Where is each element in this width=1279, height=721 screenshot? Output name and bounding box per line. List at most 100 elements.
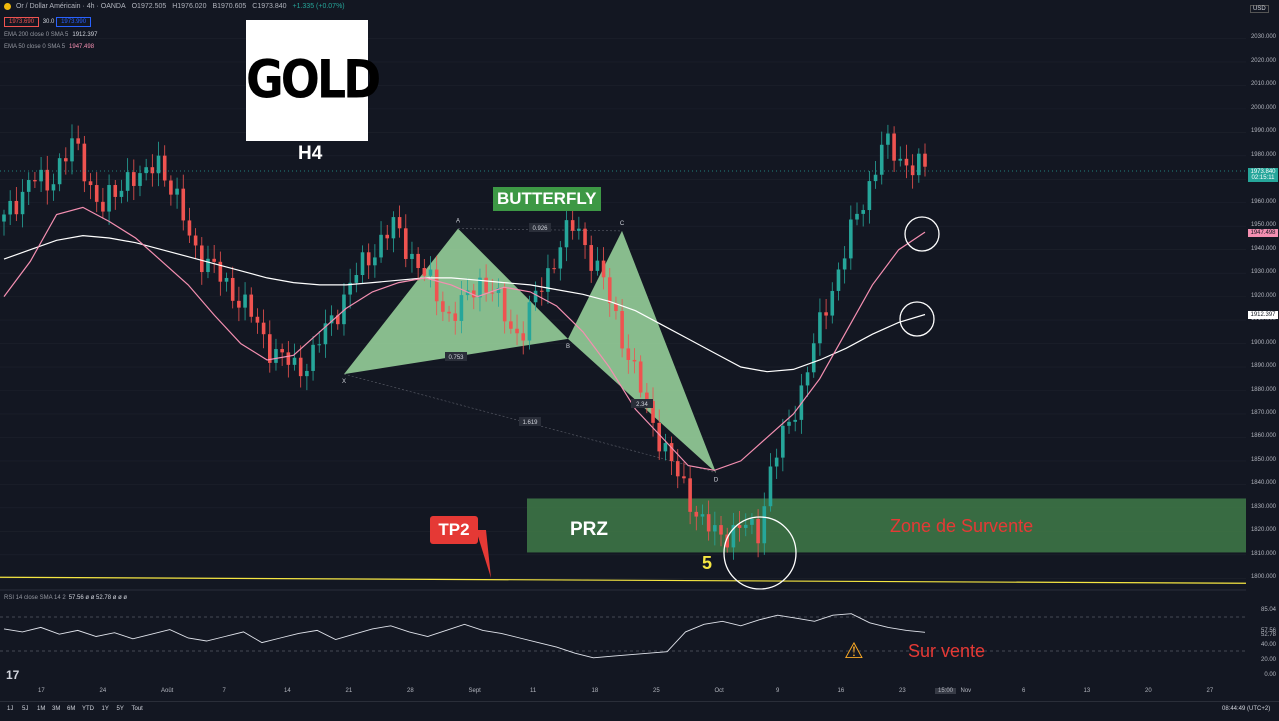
last-price-value: 1973.840 — [1250, 169, 1276, 175]
candle-body — [917, 153, 921, 176]
candle-body — [385, 234, 390, 239]
price-tick: 1870.000 — [1250, 409, 1276, 416]
range-button[interactable]: YTD — [82, 706, 94, 712]
range-button[interactable]: 1M — [37, 706, 46, 712]
range-button[interactable]: 3M — [52, 706, 61, 712]
range-button[interactable]: 6M — [67, 706, 76, 712]
candle-body — [311, 344, 315, 371]
time-tick: Nov — [960, 688, 972, 694]
warning-icon: ⚠ — [844, 638, 864, 663]
candle-body — [910, 165, 915, 176]
ema50-price-label: 1947.498 — [1248, 229, 1278, 237]
price-tick: 1890.000 — [1250, 363, 1276, 370]
pattern-bcd — [568, 230, 716, 473]
rsi-legend-label: RSI 14 close SMA 14 2 — [4, 595, 66, 601]
price-tick: 1820.000 — [1250, 527, 1276, 534]
candle-body — [88, 181, 93, 186]
rsi-tick: 0.00 — [1264, 672, 1276, 678]
time-tick: Oct — [714, 688, 724, 694]
candle-body — [471, 290, 476, 298]
candle-body — [181, 188, 186, 221]
tp2-label: TP2 — [430, 516, 478, 544]
price-tick: 1910.000 — [1250, 316, 1276, 323]
clock: 08:44:49 (UTC+2) — [1222, 706, 1271, 712]
candle-body — [39, 169, 43, 182]
candle-body — [855, 213, 859, 220]
candle-body — [64, 158, 68, 162]
price-tick: 1930.000 — [1250, 269, 1276, 276]
currency-selector[interactable]: USD — [1250, 5, 1269, 13]
candle-body — [756, 518, 760, 544]
price-tick: 1960.000 — [1250, 198, 1276, 205]
candle-body — [490, 292, 495, 294]
range-button[interactable]: 1J — [7, 706, 14, 712]
price-tick: 1850.000 — [1250, 456, 1276, 463]
candle-body — [521, 333, 526, 341]
candle-body — [743, 524, 748, 528]
price-tick: 1920.000 — [1250, 292, 1276, 299]
pattern-label: BUTTERFLY — [493, 187, 601, 211]
ohlc-change: +1.335 (+0.07%) — [292, 3, 345, 11]
candle-body — [237, 300, 241, 308]
candle-body — [564, 220, 569, 248]
candle-body — [199, 245, 204, 273]
candle-body — [162, 155, 167, 181]
candle-body — [774, 457, 779, 467]
sell-button[interactable]: 1973.690 — [4, 17, 40, 27]
candle-body — [892, 133, 896, 161]
candle-body — [14, 200, 19, 215]
candle-body — [138, 173, 142, 186]
ema50-circle — [904, 216, 940, 252]
price-tick: 1810.000 — [1250, 550, 1276, 557]
rsi-line — [3, 613, 926, 659]
candle-body — [830, 290, 835, 316]
candle-body — [768, 466, 773, 507]
pattern-point-label: A — [456, 219, 460, 225]
range-button[interactable]: 5J — [22, 706, 29, 712]
candle-body — [101, 201, 105, 212]
candle-body — [428, 269, 433, 276]
range-button[interactable]: 5Y — [116, 706, 124, 712]
candle-body — [737, 525, 742, 528]
pattern-ac — [457, 228, 623, 232]
price-axis[interactable]: 2030.000 2020.000 2010.000 2000.000 1990.000… — [1246, 0, 1279, 720]
oversold-zone-label: Zone de Survente — [890, 516, 1034, 536]
candle-body — [867, 181, 872, 211]
ema50-legend-value: 1947.498 — [69, 44, 95, 50]
ema200-legend-label: EMA 200 close 0 SMA 5 — [4, 32, 69, 38]
time-tick: Sept — [468, 688, 481, 694]
gold-symbol-icon — [4, 3, 11, 10]
candle-body — [904, 158, 909, 166]
candle-body — [33, 180, 37, 182]
price-tick: 1900.000 — [1250, 339, 1276, 346]
candle-body — [570, 220, 575, 231]
candle-body — [335, 315, 340, 325]
time-tick: 11 — [530, 688, 537, 694]
ema200-line — [3, 234, 926, 373]
candle-body — [292, 357, 297, 365]
candle-body — [175, 188, 179, 195]
symbol-title[interactable]: Or / Dollar Américain · 4h · OANDA — [15, 3, 126, 11]
candle-body — [193, 235, 198, 246]
rsi-legend[interactable]: RSI 14 close SMA 14 2 57.56 ø ø 52.78 ø ø… — [4, 595, 127, 601]
candle-body — [57, 158, 62, 185]
range-button[interactable]: 1Y — [101, 706, 109, 712]
buy-button[interactable]: 1973.990 — [56, 17, 92, 27]
rsi-tick: 57.56 — [1260, 628, 1276, 635]
candle-body — [818, 312, 822, 344]
candle-body — [607, 277, 612, 304]
ema200-legend[interactable]: EMA 200 close 0 SMA 5 1912.397 — [4, 32, 97, 38]
candle-body — [706, 514, 711, 532]
butterfly-pattern: X A B C D — [342, 219, 719, 484]
candle-body — [274, 349, 278, 363]
range-button[interactable]: Tout — [131, 706, 143, 712]
candle-body — [45, 169, 50, 191]
ema50-legend[interactable]: EMA 50 close 0 SMA 5 1947.498 — [4, 44, 94, 50]
candle-body — [447, 311, 451, 314]
ratio-labels: 0.753 0.926 2.34 1.619 — [445, 223, 653, 426]
candle-body — [719, 525, 723, 535]
candle-body — [805, 372, 810, 386]
candle-body — [51, 184, 56, 191]
price-tick: 1830.000 — [1250, 503, 1276, 510]
